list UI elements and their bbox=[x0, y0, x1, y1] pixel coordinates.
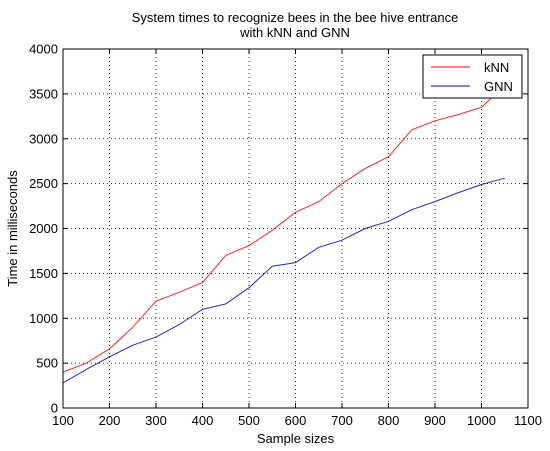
y-tick-label: 0 bbox=[51, 401, 58, 416]
x-tick-label: 100 bbox=[52, 413, 74, 428]
x-tick-label: 700 bbox=[331, 413, 353, 428]
x-tick-label: 800 bbox=[378, 413, 400, 428]
chart-title: System times to recognize bees in the be… bbox=[132, 10, 459, 40]
y-tick-label: 1500 bbox=[29, 266, 58, 281]
y-tick-label: 4000 bbox=[29, 42, 58, 57]
x-tick-label: 400 bbox=[192, 413, 214, 428]
axis-ticks bbox=[62, 48, 529, 409]
x-tick-label: 900 bbox=[424, 413, 446, 428]
y-tick-label: 500 bbox=[36, 356, 58, 371]
y-tick-label: 1000 bbox=[29, 311, 58, 326]
x-tick-label: 1100 bbox=[514, 413, 542, 428]
legend-box bbox=[422, 54, 523, 99]
chart-title-line: with kNN and GNN bbox=[239, 25, 350, 40]
series-lines bbox=[62, 84, 506, 384]
x-tick-labels: 100 200 300 400 500 600 700 800 900 1000 1100 bbox=[52, 413, 542, 428]
y-tick-label: 2500 bbox=[29, 176, 58, 191]
grid-lines bbox=[63, 49, 528, 408]
x-axis-label: Sample sizes bbox=[257, 431, 335, 446]
x-tick-label: 200 bbox=[99, 413, 121, 428]
y-tick-label: 2000 bbox=[29, 221, 58, 236]
y-axis-label: Time in milliseconds bbox=[5, 170, 20, 287]
x-tick-label: 500 bbox=[238, 413, 260, 428]
series-line-knn bbox=[62, 84, 506, 373]
legend: kNN GNN bbox=[422, 54, 523, 99]
x-tick-label: 1000 bbox=[467, 413, 496, 428]
x-tick-label: 600 bbox=[285, 413, 307, 428]
y-tick-labels: 0 500 1000 1500 2000 2500 3000 3500 4000 bbox=[29, 42, 58, 416]
series-line-gnn bbox=[62, 177, 505, 384]
x-tick-label: 300 bbox=[145, 413, 167, 428]
legend-label-knn: kNN bbox=[484, 60, 509, 75]
legend-label-gnn: GNN bbox=[484, 79, 513, 94]
chart-title-line: System times to recognize bees in the be… bbox=[132, 10, 459, 25]
y-tick-label: 3500 bbox=[29, 86, 58, 101]
y-tick-label: 3000 bbox=[29, 131, 58, 146]
